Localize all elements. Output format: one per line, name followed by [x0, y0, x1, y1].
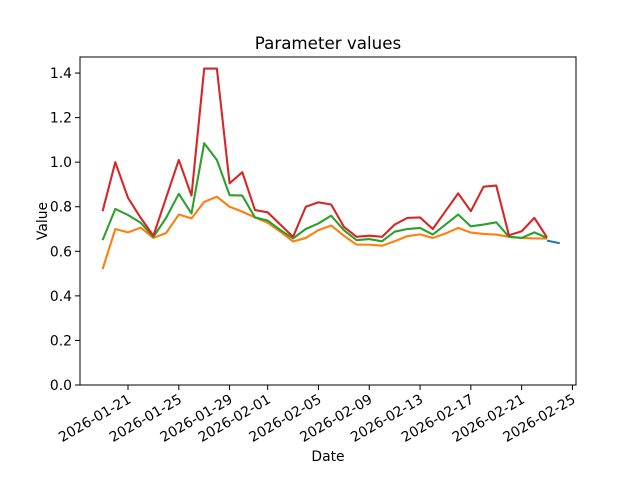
y-tick-label: 0.6: [50, 244, 72, 260]
plot-spine: [79, 56, 577, 386]
y-tick-label: 0.2: [50, 333, 72, 349]
axes-content: 0.00.20.40.60.81.01.21.42026-01-212026-0…: [50, 56, 578, 446]
chart-title: Parameter values: [255, 33, 401, 53]
y-tick-label: 1.0: [50, 155, 72, 171]
y-tick-label: 0.8: [50, 200, 72, 216]
series-line-blue: [546, 239, 560, 245]
y-axis-label: Value: [35, 202, 51, 240]
y-tick-label: 0.0: [50, 378, 72, 394]
x-axis-label: Date: [311, 449, 344, 465]
y-tick-label: 1.2: [50, 111, 72, 127]
series-line-orange: [101, 195, 548, 270]
series-line-red: [101, 67, 548, 239]
y-tick-label: 1.4: [50, 66, 72, 82]
y-tick-label: 0.4: [50, 289, 72, 305]
series-line-green: [101, 142, 548, 243]
